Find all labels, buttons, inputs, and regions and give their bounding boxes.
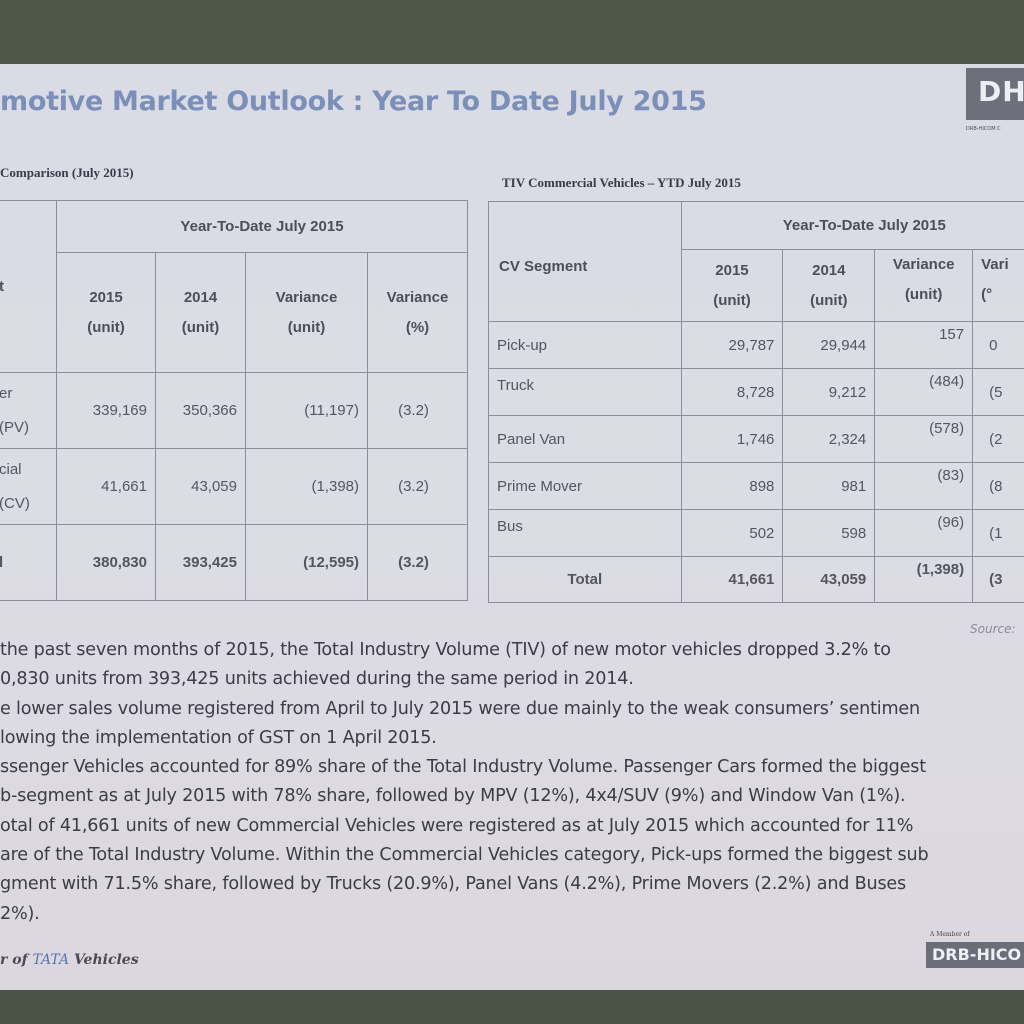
left-table-subtitle: Comparison (July 2015) — [0, 165, 134, 180]
bullet-line: the past seven months of 2015, the Total… — [0, 640, 891, 660]
table-row: Prime Mover 898 981 (83) (8 — [488, 462, 1024, 510]
row-label: Total — [488, 556, 682, 603]
left-col-header: Variance (%) — [367, 252, 468, 373]
row-label: Bus — [488, 509, 682, 557]
table-cell: 1,746 — [680, 415, 784, 463]
table-row: Panel Van 1,746 2,324 (578) (2 — [488, 415, 1024, 463]
left-segment-header: t — [0, 200, 57, 373]
table-cell: 393,425 — [155, 524, 246, 601]
right-col-header: Vari (° — [972, 249, 1024, 322]
table-cell: (96) — [874, 509, 974, 557]
row-label: Prime Mover — [488, 462, 682, 510]
bullet-line: otal of 41,661 units of new Commercial V… — [0, 815, 914, 836]
table-row-total: Total 41,661 43,059 (1,398) (3 — [488, 556, 1024, 603]
table-cell: 981 — [782, 462, 876, 510]
company-logo-subtext: DRB-HICOM C — [966, 126, 1001, 132]
table-cell: 43,059 — [782, 556, 876, 603]
table-cell: 380,830 — [56, 524, 156, 601]
member-of-label: A Member of — [930, 931, 970, 938]
table-cell: (83) — [874, 462, 974, 510]
table-row: Truck 8,728 9,212 (484) (5 — [488, 368, 1024, 416]
row-label: Panel Van — [488, 415, 682, 463]
bullet-points: the past seven months of 2015, the Total… — [0, 636, 1024, 929]
table-cell: (5 — [972, 368, 1024, 416]
table-cell: 350,366 — [155, 372, 246, 449]
table-cell: (3 — [972, 556, 1024, 603]
table-cell: (1,398) — [874, 556, 974, 603]
wall-bottom — [0, 990, 1024, 1024]
table-cell: 157 — [874, 321, 974, 369]
left-col-header: 2015 (unit) — [56, 252, 156, 373]
bullet-line: 0,830 units from 393,425 units achieved … — [0, 669, 634, 690]
tata-brand: TATA — [32, 952, 70, 968]
row-label: er (PV) — [0, 372, 57, 449]
bullet-line: gment with 71.5% share, followed by Truc… — [0, 874, 907, 895]
table-row: er (PV) 339,169 350,366 (11,197) (3.2) — [0, 372, 468, 449]
table-cell: (3.2) — [367, 524, 468, 601]
pv-cv-comparison-table: t Year-To-Date July 2015 2015 (unit) 2014… — [0, 200, 468, 601]
table-cell: 29,787 — [680, 321, 784, 369]
table-row: Bus 502 598 (96) (1 — [488, 509, 1024, 557]
table-cell: 598 — [782, 509, 876, 557]
table-cell: 8,728 — [680, 368, 784, 416]
table-cell: (578) — [874, 415, 974, 463]
source-note: Source: — [970, 622, 1016, 636]
table-cell: (1 — [972, 509, 1024, 557]
cv-segment-header: CV Segment — [488, 201, 682, 322]
drb-hicom-logo: DRB-HICO — [926, 942, 1024, 968]
table-cell: 2,324 — [782, 415, 876, 463]
table-cell: 0 — [972, 321, 1024, 369]
row-label: cial (CV) — [0, 448, 57, 525]
table-cell: 339,169 — [56, 372, 156, 449]
company-logo: DH — [966, 68, 1024, 120]
right-col-header: Variance (unit) — [874, 249, 974, 322]
wall-top — [0, 0, 1024, 70]
table-row: Pick-up 29,787 29,944 157 0 — [488, 321, 1024, 369]
bullet-line: lowing the implementation of GST on 1 Ap… — [0, 727, 437, 748]
left-group-header: Year-To-Date July 2015 — [56, 200, 468, 253]
table-cell: (484) — [874, 368, 974, 416]
table-cell: (11,197) — [245, 372, 368, 449]
bullet-line: 2%). — [0, 903, 40, 924]
table-cell: 43,059 — [155, 448, 246, 525]
right-col-header: 2015 (unit) — [680, 249, 784, 322]
table-cell: (2 — [972, 415, 1024, 463]
table-cell: (3.2) — [367, 372, 468, 449]
footer-tagline: r of TATA Vehicles — [0, 952, 139, 968]
left-col-header: Variance (unit) — [245, 252, 368, 373]
bullet-line: e lower sales volume registered from Apr… — [0, 698, 920, 719]
table-row-total: l 380,830 393,425 (12,595) (3.2) — [0, 524, 468, 601]
right-group-header: Year-To-Date July 2015 — [680, 201, 1024, 250]
table-cell: (8 — [972, 462, 1024, 510]
table-cell: 41,661 — [56, 448, 156, 525]
left-col-header: 2014 (unit) — [155, 252, 246, 373]
table-cell: 29,944 — [782, 321, 876, 369]
row-label: l — [0, 524, 57, 601]
slide-title: motive Market Outlook : Year To Date Jul… — [0, 86, 707, 117]
right-table-subtitle: TIV Commercial Vehicles – YTD July 2015 — [502, 175, 741, 190]
table-cell: 41,661 — [680, 556, 784, 603]
cv-segment-table: CV Segment Year-To-Date July 2015 2015 (u… — [488, 201, 1024, 603]
bullet-line: ssenger Vehicles accounted for 89% share… — [0, 757, 926, 778]
table-cell: 898 — [680, 462, 784, 510]
table-cell: 9,212 — [782, 368, 876, 416]
row-label: Truck — [488, 368, 682, 416]
bullet-line: are of the Total Industry Volume. Within… — [0, 845, 929, 866]
table-cell: (3.2) — [367, 448, 468, 525]
presentation-slide: motive Market Outlook : Year To Date Jul… — [0, 64, 1024, 990]
table-cell: (1,398) — [245, 448, 368, 525]
row-label: Pick-up — [488, 321, 682, 369]
bullet-line: b-segment as at July 2015 with 78% share… — [0, 786, 906, 807]
right-col-header: 2014 (unit) — [782, 249, 876, 322]
table-row: cial (CV) 41,661 43,059 (1,398) (3.2) — [0, 448, 468, 525]
table-cell: 502 — [680, 509, 784, 557]
table-cell: (12,595) — [245, 524, 368, 601]
